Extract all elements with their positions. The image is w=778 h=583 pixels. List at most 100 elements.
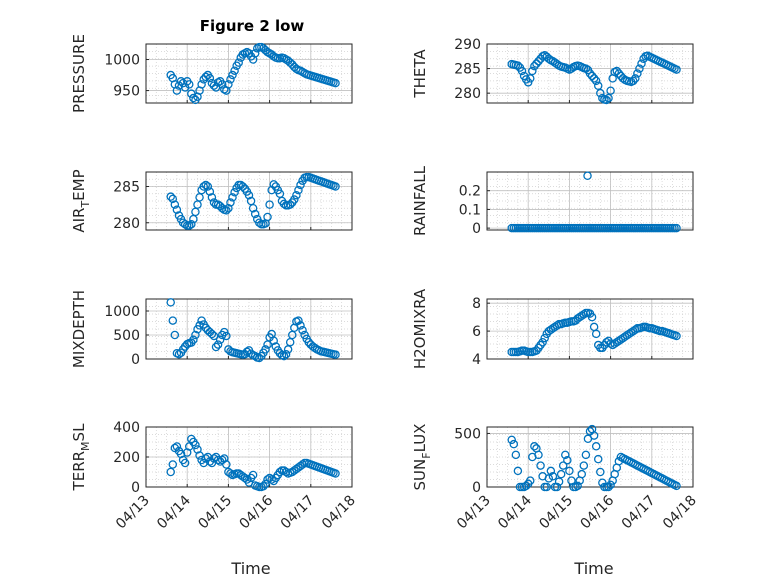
- subplot-8-point: [513, 466, 523, 476]
- subplot-8-point: [579, 461, 589, 470]
- subplot-8-point: [546, 466, 556, 476]
- subplot-2-point: [614, 69, 624, 78]
- subplot-8: 0 500 04/13 04/14 04/15 04/16 04/17 04/18 SUNFLU…: [411, 424, 700, 533]
- subplot-8-point: [509, 439, 519, 449]
- subplot-8-point: [565, 466, 574, 476]
- subplot-6-point: [540, 333, 549, 343]
- subplot-8-point: [593, 454, 603, 464]
- subplot-3-point: [296, 180, 305, 190]
- subplot-4-axes-box: [486, 171, 694, 231]
- subplot-2-point: [596, 88, 605, 98]
- subplot-8-point: [577, 469, 587, 479]
- subplot-3-point: [226, 198, 235, 207]
- subplot-7-point: [172, 442, 182, 451]
- subplot-7-ytick-label: 0: [131, 480, 140, 496]
- subplot-2-point: [534, 56, 543, 66]
- subplot-2-point: [528, 66, 537, 76]
- subplot-1-point: [172, 86, 182, 95]
- subplot-5-point: [255, 353, 264, 363]
- subplot-8-point: [591, 442, 601, 451]
- subplot-3-ytick-label: 285: [113, 180, 140, 196]
- subplot-6-point: [589, 322, 599, 332]
- subplot-5: 0 500 1000 MIXDEPTH: [70, 290, 353, 368]
- subplot-3-point: [180, 219, 190, 229]
- subplot-grid: 950 1000 PRESSURE 280 285 290 THETA 280 285 AIRTE…: [70, 34, 700, 532]
- subplot-6-point: [606, 339, 615, 348]
- subplot-7-point: [263, 475, 272, 484]
- subplot-5-point: [213, 340, 223, 349]
- subplot-4-ylabel: RAINFALL: [411, 165, 429, 236]
- subplot-8-point: [536, 461, 545, 470]
- subplot-3-point: [201, 180, 210, 190]
- subplot-8-point: [563, 455, 572, 465]
- subplot-3-point: [228, 193, 237, 202]
- subplot-3-point: [248, 203, 258, 213]
- subplot-7-point: [298, 460, 307, 469]
- subplot-3-point: [185, 221, 194, 230]
- subplot-4: 0 0.1 0.2 RAINFALL: [411, 165, 694, 237]
- subplot-3-point: [255, 218, 264, 227]
- subplot-7-point: [261, 479, 270, 489]
- subplot-5-point: [207, 329, 217, 339]
- subplot-5-point: [174, 349, 184, 359]
- subplot-7-point: [331, 469, 340, 478]
- subplot-3-point: [244, 190, 254, 200]
- subplot-7-xtick-label: 04/16: [237, 492, 277, 532]
- subplot-8-point: [606, 480, 615, 490]
- subplot-5-ytick-label: 1000: [104, 304, 140, 320]
- subplot-2-point: [526, 74, 535, 83]
- subplot-1-point: [250, 49, 260, 58]
- subplot-4-ytick-label: 0: [472, 221, 481, 237]
- subplot-3-point: [191, 207, 200, 217]
- subplot-3-point: [269, 180, 278, 189]
- subplot-8-point: [542, 482, 551, 492]
- subplot-7-ylabel: TERRMSL: [70, 423, 92, 492]
- subplot-1-axes-box: [145, 43, 353, 104]
- subplot-1-point: [197, 80, 206, 89]
- subplot-3-point: [195, 193, 204, 202]
- subplot-2-point: [593, 81, 603, 91]
- subplot-8-xtick-label: 04/13: [454, 493, 494, 533]
- subplot-3: 280 285 AIRTEMP: [70, 169, 353, 233]
- subplot-7-point: [275, 467, 285, 477]
- subplot-3-point: [187, 219, 196, 229]
- subplot-2-axes-box: [486, 43, 694, 104]
- subplot-3-point: [294, 185, 303, 195]
- subplot-3-point: [207, 193, 217, 202]
- subplot-3-point: [209, 198, 219, 207]
- subplot-4-point: [583, 171, 592, 180]
- subplot-2-point: [532, 59, 541, 68]
- subplot-3-point: [250, 209, 260, 219]
- subplot-8-point: [552, 482, 562, 492]
- subplot-3-axes-box: [145, 171, 353, 231]
- subplot-5-ytick-label: 0: [131, 352, 140, 368]
- subplot-5-axes-box: [145, 298, 353, 360]
- subplot-7-point: [213, 455, 223, 465]
- subplot-1-point: [205, 73, 215, 83]
- subplot-5-point: [294, 316, 303, 325]
- subplot-8-xtick-label: 04/18: [660, 493, 700, 533]
- subplot-6-point: [579, 310, 589, 319]
- subplot-8-point: [554, 477, 564, 486]
- subplot-6-point: [672, 331, 681, 341]
- subplot-3-point: [292, 190, 301, 200]
- subplot-2-point: [672, 65, 681, 74]
- subplot-2-ytick-label: 290: [454, 37, 481, 53]
- subplot-8-point: [507, 435, 516, 445]
- subplot-3-point: [285, 200, 295, 209]
- subplot-7-xtick-label: 04/14: [154, 492, 194, 532]
- subplot-1-point: [178, 78, 188, 88]
- subplot-3-point: [224, 203, 233, 213]
- subplot-8-ylabel: SUNFLUX: [411, 424, 433, 491]
- subplot-7-point: [267, 475, 276, 484]
- subplot-8-point: [589, 431, 599, 440]
- subplot-5-point: [211, 342, 221, 352]
- subplot-6-ytick-label: 4: [472, 352, 481, 368]
- subplot-3-point: [230, 188, 239, 197]
- subplot-3-point: [222, 206, 231, 215]
- subplot-8-point: [604, 482, 613, 492]
- subplot-5-point: [191, 330, 200, 340]
- subplot-7-point: [191, 440, 200, 450]
- subplot-7-point: [168, 460, 178, 469]
- subplot-5-point: [209, 331, 219, 341]
